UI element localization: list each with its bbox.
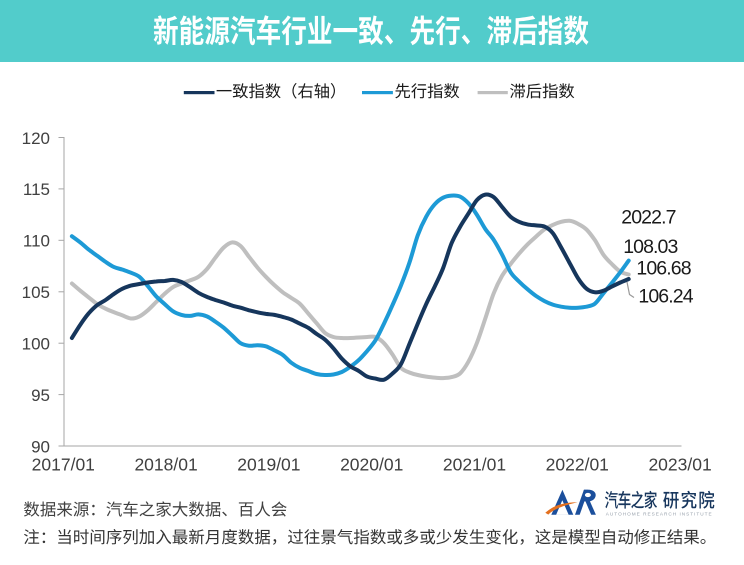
svg-text:AUTOHOME RESEARCH INSTITUTE: AUTOHOME RESEARCH INSTITUTE: [606, 511, 713, 516]
svg-text:2019/01: 2019/01: [237, 454, 300, 474]
svg-text:2017/01: 2017/01: [32, 454, 95, 474]
svg-text:2021/01: 2021/01: [443, 454, 506, 474]
svg-text:106.24: 106.24: [638, 286, 693, 308]
svg-text:115: 115: [23, 180, 50, 199]
svg-text:2022/01: 2022/01: [546, 454, 609, 474]
svg-text:106.68: 106.68: [636, 258, 690, 280]
svg-text:110: 110: [23, 232, 50, 251]
svg-text:95: 95: [31, 386, 50, 405]
svg-text:2023/01: 2023/01: [648, 454, 711, 474]
svg-text:2022.7: 2022.7: [621, 206, 675, 228]
svg-text:108.03: 108.03: [623, 236, 677, 258]
svg-text:2018/01: 2018/01: [134, 454, 197, 474]
svg-text:120: 120: [22, 129, 50, 148]
svg-text:2020/01: 2020/01: [340, 454, 403, 474]
svg-text:105: 105: [22, 283, 50, 302]
svg-text:90: 90: [31, 437, 50, 456]
svg-text:100: 100: [22, 335, 50, 354]
